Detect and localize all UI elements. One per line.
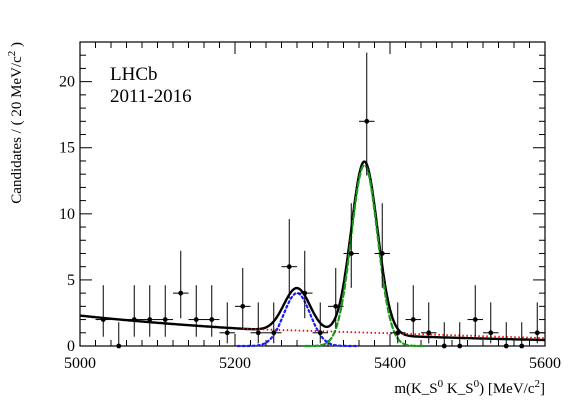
curve-peak-5280: [236, 292, 358, 348]
data-point: [147, 317, 153, 322]
data-point: [426, 330, 432, 336]
legend-text-line: 2011-2016: [110, 86, 192, 107]
y-tick-label: 5: [67, 272, 75, 289]
data-point: [240, 303, 246, 309]
point-group: [95, 52, 545, 349]
data-point: [410, 317, 416, 322]
axis-label-part: 2: [535, 378, 541, 390]
data-point: [503, 343, 509, 349]
data-point: [488, 330, 494, 336]
data-point: [193, 317, 199, 322]
data-point: [131, 317, 137, 322]
data-point: [286, 264, 292, 270]
data-point: [395, 330, 401, 336]
axis-label-part: ): [9, 42, 25, 51]
data-point: [519, 343, 525, 349]
curve-combinatorial: [242, 327, 546, 339]
data-point: [100, 317, 106, 322]
data-point: [271, 330, 277, 336]
x-tick-label: 5600: [529, 355, 561, 372]
data-point: [348, 251, 354, 256]
data-point: [209, 317, 215, 322]
data-point: [441, 343, 447, 349]
y-tick-label: 0: [67, 338, 75, 355]
x-axis-label: m(K_S0 K_S0) [MeV/c2]: [394, 378, 545, 397]
axis-label-part: ]: [540, 381, 545, 397]
curve-group: [79, 160, 546, 348]
data-point: [379, 251, 385, 256]
data-point: [534, 330, 540, 336]
legend-text-line: LHCb: [110, 64, 158, 85]
data-point: [317, 330, 323, 336]
data-point: [116, 343, 122, 349]
data-point: [364, 118, 370, 124]
axis-label-part: ) [MeV/c: [479, 381, 535, 397]
axis-label-part: K_S: [443, 381, 473, 397]
curve-peak-5367: [304, 163, 425, 348]
axis-label-part: Candidates / ( 20 MeV/c: [9, 56, 25, 204]
data-point: [333, 303, 339, 309]
data-point: [178, 290, 184, 296]
x-tick-label: 5200: [219, 355, 251, 372]
data-point: [302, 290, 308, 296]
y-tick-label: 20: [59, 74, 75, 91]
x-tick-label: 5400: [374, 355, 406, 372]
y-axis-label: Candidates / ( 20 MeV/c2 ): [6, 42, 25, 204]
curve-total: [79, 160, 545, 342]
data-point: [162, 317, 168, 322]
y-tick-label: 10: [59, 206, 75, 223]
y-tick-label: 15: [59, 140, 75, 157]
axis-label-part: 0: [474, 378, 480, 390]
data-point: [255, 330, 261, 336]
axis-label-part: m(K_S: [394, 381, 437, 397]
axis-label-part: 2: [6, 51, 18, 57]
data-point: [457, 343, 463, 349]
data-point: [224, 330, 230, 336]
tick-group: 5000 5200 5400 5600 0 5 10 15 20: [59, 41, 561, 372]
data-point: [472, 317, 478, 322]
x-tick-label: 5000: [64, 355, 96, 372]
axis-label-part: 0: [438, 378, 444, 390]
